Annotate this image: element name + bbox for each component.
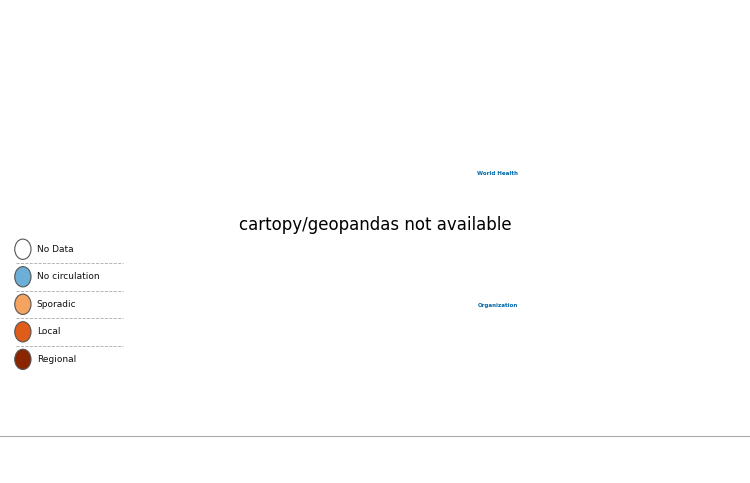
- Text: Local: Local: [37, 327, 60, 336]
- Circle shape: [15, 294, 31, 314]
- Circle shape: [15, 322, 31, 342]
- Circle shape: [15, 349, 31, 369]
- Text: No Data: No Data: [37, 245, 74, 254]
- Text: cartopy/geopandas not available: cartopy/geopandas not available: [238, 215, 512, 234]
- Text: Sporadic: Sporadic: [37, 300, 76, 309]
- Circle shape: [15, 239, 31, 259]
- Text: World Health: World Health: [477, 171, 518, 176]
- Text: Regional: Regional: [37, 355, 76, 364]
- Circle shape: [15, 267, 31, 287]
- Text: No circulation: No circulation: [37, 272, 100, 281]
- Text: Organization: Organization: [477, 303, 518, 308]
